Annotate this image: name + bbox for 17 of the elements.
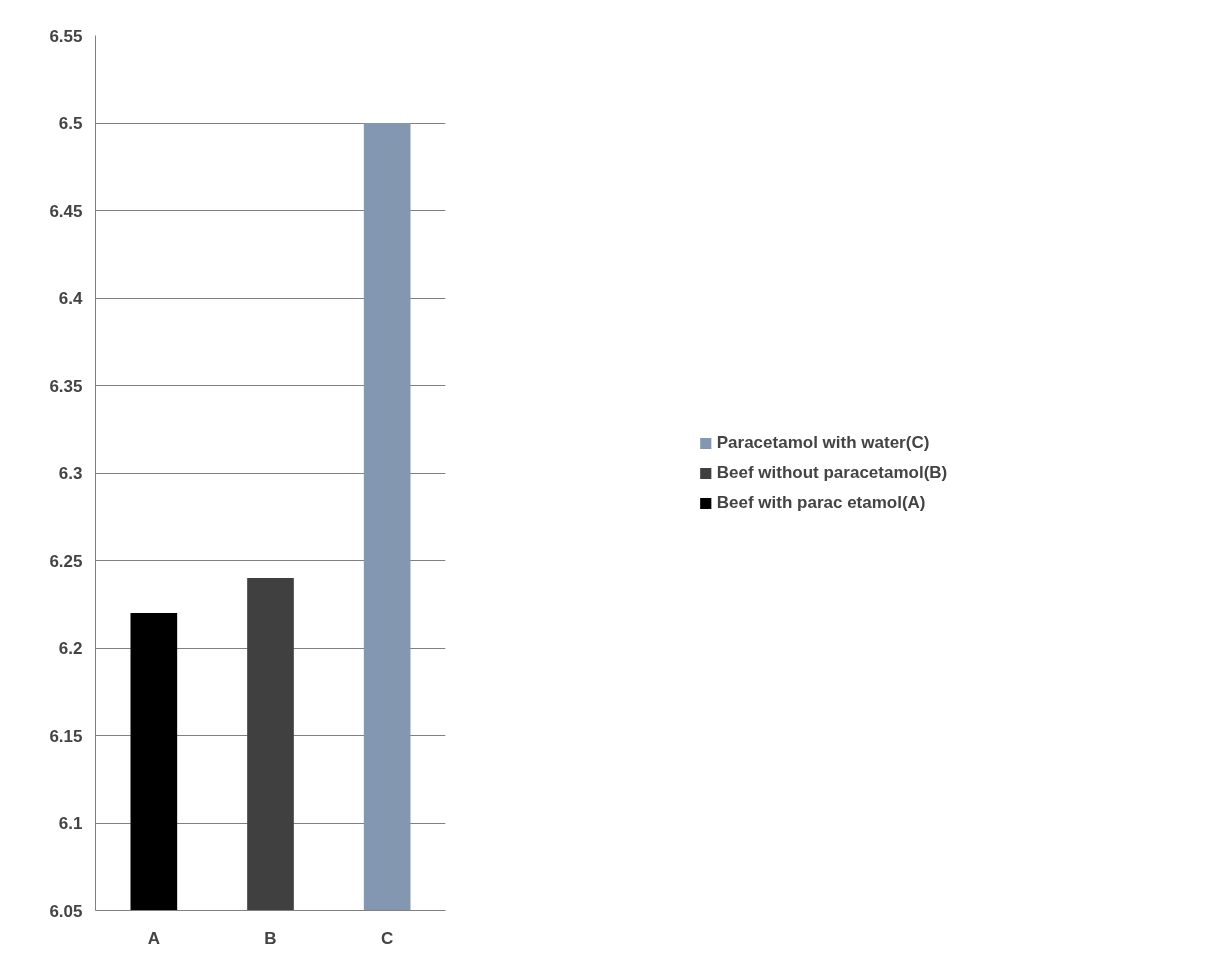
y-tick-label: 6.1 — [58, 814, 83, 833]
x-tick-label: B — [264, 928, 277, 948]
y-tick-label: 6.45 — [49, 201, 83, 221]
legend-label: Paracetamol with water(C) — [716, 432, 930, 453]
x-tick-label: C — [381, 928, 394, 948]
y-tick-label: 6.15 — [49, 726, 83, 746]
legend-label: Beef without paracetamol(B) — [716, 462, 948, 483]
y-tick-label: 6.55 — [49, 26, 83, 46]
y-tick-label: 6.5 — [58, 114, 83, 133]
y-tick-label: 6.3 — [58, 464, 83, 483]
y-tick-label: 6.35 — [49, 376, 83, 396]
y-tick-label: 6.25 — [49, 551, 83, 571]
y-tick-label: 6.2 — [58, 639, 83, 658]
legend-label: Beef with parac etamol(A) — [716, 492, 926, 513]
x-tick-label: A — [147, 928, 160, 948]
y-tick-label: 6.05 — [49, 901, 83, 921]
y-tick-label: 6.4 — [58, 289, 84, 308]
